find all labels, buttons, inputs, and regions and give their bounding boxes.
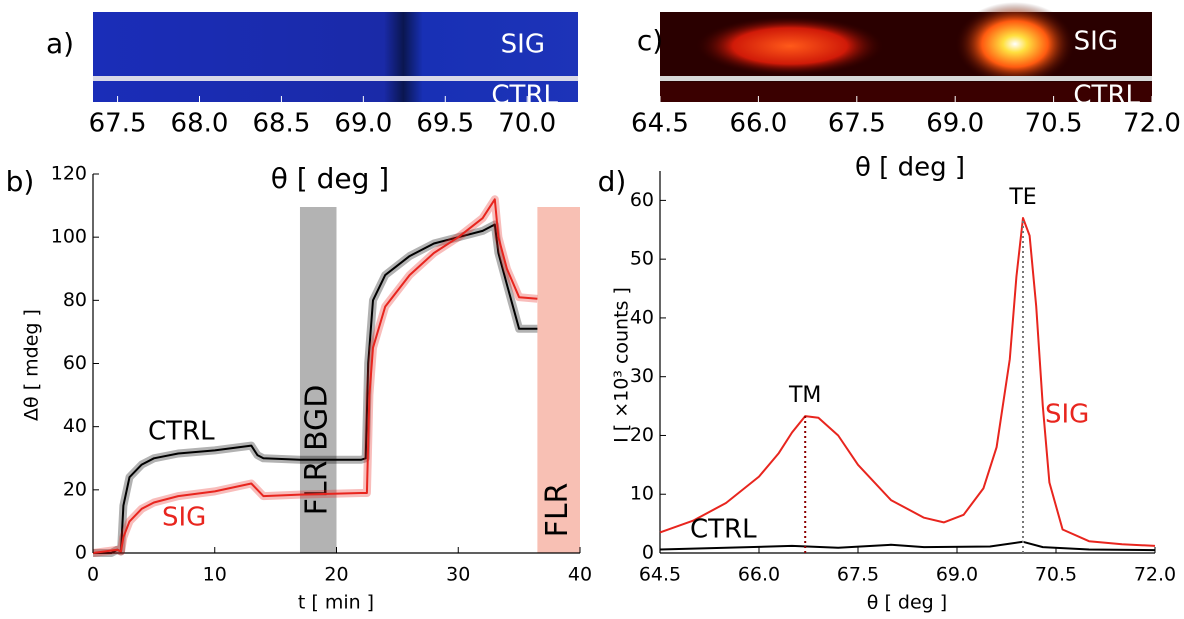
- y-tick-label: 40: [63, 415, 87, 437]
- y-tick-label: 20: [630, 424, 654, 446]
- x-tick-label: 69.0: [334, 109, 392, 139]
- y-tick-label: 30: [630, 365, 654, 387]
- y-axis-label: I [ ×10³ counts ]: [611, 287, 633, 443]
- x-tick-label: 67.5: [837, 564, 879, 586]
- image-label: CTRL: [1073, 81, 1140, 111]
- x-tick-label: 66.0: [729, 109, 787, 139]
- panel-label: b): [6, 165, 35, 198]
- y-tick-label: 10: [630, 483, 654, 505]
- annotation: TM: [788, 383, 821, 408]
- image-label: SIG: [501, 30, 545, 60]
- image-blob: [955, 2, 1075, 86]
- legend-label: SIG: [1045, 400, 1089, 430]
- annotation: TE: [1008, 185, 1036, 210]
- image-label: CTRL: [491, 81, 558, 111]
- y-tick-label: 60: [630, 189, 654, 211]
- y-tick-label: 20: [63, 478, 87, 500]
- x-tick-label: 64.5: [631, 109, 689, 139]
- y-tick-label: 0: [75, 542, 87, 564]
- panel-label: d): [598, 165, 627, 198]
- y-tick-label: 50: [630, 248, 654, 270]
- x-tick-label: 72.0: [1123, 109, 1181, 139]
- x-tick-label: 67.5: [89, 109, 147, 139]
- y-tick-label: 40: [630, 306, 654, 328]
- x-tick-label: 30: [446, 564, 470, 586]
- panel-label: a): [46, 27, 74, 60]
- x-tick-label: 20: [324, 564, 348, 586]
- x-tick-label: 70.5: [1035, 564, 1077, 586]
- y-tick-label: 80: [63, 289, 87, 311]
- x-tick-label: 70.5: [1025, 109, 1083, 139]
- legend-label: CTRL: [690, 515, 757, 545]
- legend-label: SIG: [162, 503, 206, 533]
- x-axis-label: t [ min ]: [298, 592, 374, 614]
- legend-label: CTRL: [148, 417, 215, 447]
- x-tick-label: 72.0: [1134, 564, 1176, 586]
- x-tick-label: 69.0: [926, 109, 984, 139]
- series-line: [660, 218, 1155, 546]
- x-tick-label: 0: [87, 564, 99, 586]
- x-tick-label: 40: [568, 564, 592, 586]
- x-tick-label: 10: [203, 564, 227, 586]
- x-tick-label: 66.0: [738, 564, 780, 586]
- x-axis-label: θ [ deg ]: [855, 153, 965, 183]
- x-tick-label: 69.5: [416, 109, 474, 139]
- y-axis-label: Δθ [ mdeg ]: [21, 309, 43, 421]
- x-tick-label: 68.5: [252, 109, 310, 139]
- x-tick-label: 64.5: [639, 564, 681, 586]
- y-tick-label: 0: [642, 542, 654, 564]
- figure: a) θ [ deg ] SIG CTRL 67.5 68.0 68.5 69.0 69.5 70…: [0, 0, 1184, 615]
- x-tick-label: 68.0: [171, 109, 229, 139]
- x-tick-label: 69.0: [936, 564, 978, 586]
- x-axis-label: θ [ deg ]: [271, 162, 389, 195]
- x-tick-label: 70.0: [498, 109, 556, 139]
- y-tick-label: 120: [51, 163, 87, 185]
- panel-label: c): [637, 24, 663, 57]
- x-axis-label: θ [ deg ]: [867, 592, 947, 614]
- image-label: SIG: [1074, 27, 1118, 57]
- region-label: FLR: [540, 483, 575, 538]
- x-tick-label: 67.5: [828, 109, 886, 139]
- y-tick-label: 60: [63, 352, 87, 374]
- y-tick-label: 100: [51, 226, 87, 248]
- image-blob: [695, 16, 885, 76]
